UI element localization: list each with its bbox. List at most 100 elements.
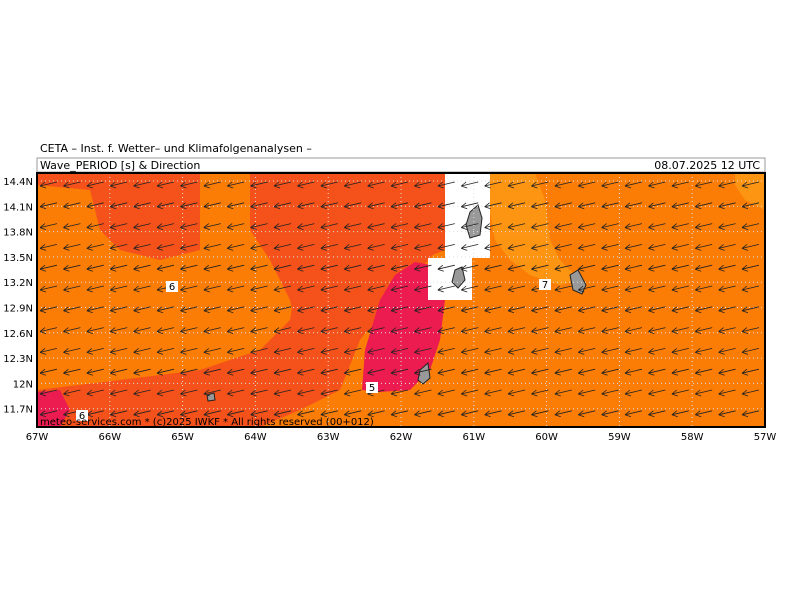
arrow — [741, 327, 760, 334]
arrow — [203, 223, 221, 230]
arrow — [648, 306, 666, 314]
arrow — [297, 223, 315, 230]
arrow — [694, 244, 713, 251]
arrow — [694, 285, 713, 293]
arrow — [203, 285, 221, 293]
arrow — [577, 389, 596, 397]
arrow — [39, 410, 58, 418]
arrow — [367, 264, 385, 272]
arrow — [367, 223, 385, 230]
arrow — [531, 348, 549, 355]
arrow — [156, 244, 175, 251]
arrow — [250, 327, 268, 334]
arrow — [226, 285, 245, 293]
arrow — [577, 410, 596, 418]
arrow — [180, 181, 198, 189]
map-area: 6 7 5 6 meteo-services.com * (c)2025 IWK… — [36, 172, 766, 428]
arrow — [460, 285, 479, 293]
arrow — [63, 244, 81, 251]
arrow — [367, 285, 385, 293]
arrow — [648, 327, 666, 334]
arrow — [554, 285, 572, 293]
arrow — [577, 181, 596, 189]
arrow — [297, 306, 315, 314]
arrow — [390, 327, 409, 334]
lat-label: 14.1N — [3, 202, 33, 213]
arrow — [180, 202, 198, 210]
arrow — [601, 306, 619, 314]
arrow — [367, 202, 385, 210]
arrow — [390, 264, 409, 272]
arrow — [109, 285, 128, 293]
arrow — [156, 368, 175, 376]
arrow — [156, 223, 175, 230]
arrow — [343, 368, 362, 376]
arrow — [343, 181, 362, 189]
arrow — [273, 389, 292, 397]
arrow — [531, 223, 549, 230]
arrow — [367, 368, 385, 376]
arrow — [507, 368, 526, 376]
arrow — [109, 327, 128, 334]
contour-label: 7 — [542, 280, 548, 291]
arrow — [437, 327, 455, 334]
arrow — [390, 410, 409, 418]
arrow — [367, 410, 385, 418]
arrow — [203, 410, 221, 418]
arrow — [297, 181, 315, 189]
arrow — [367, 181, 385, 189]
arrow — [624, 306, 643, 314]
arrow — [320, 244, 338, 251]
lat-label: 12.9N — [3, 304, 33, 315]
arrow — [203, 348, 221, 355]
arrow — [414, 389, 432, 397]
arrow — [320, 223, 338, 230]
direction-arrows — [39, 181, 760, 418]
arrow — [343, 244, 362, 251]
arrow — [577, 306, 596, 314]
arrow — [460, 244, 479, 251]
arrow — [671, 244, 689, 251]
arrow — [531, 389, 549, 397]
arrow — [273, 264, 292, 272]
arrow — [297, 348, 315, 355]
arrow — [109, 306, 128, 314]
arrow — [86, 264, 104, 272]
arrow — [226, 410, 245, 418]
arrow — [741, 264, 760, 272]
arrow — [156, 348, 175, 355]
arrow — [133, 181, 151, 189]
lon-label: 67W — [26, 432, 49, 443]
arrow — [624, 285, 643, 293]
arrow — [63, 306, 81, 314]
arrow — [554, 244, 572, 251]
arrow — [437, 306, 455, 314]
arrow — [180, 348, 198, 355]
lat-label: 12.3N — [3, 354, 33, 365]
arrow — [484, 410, 502, 418]
field-region — [37, 173, 445, 427]
arrow — [63, 181, 81, 189]
arrow — [718, 223, 736, 230]
arrow — [507, 389, 526, 397]
arrow — [648, 368, 666, 376]
arrow — [226, 181, 245, 189]
arrow — [507, 181, 526, 189]
arrow — [156, 410, 175, 418]
arrow — [343, 389, 362, 397]
arrow — [390, 306, 409, 314]
arrow — [250, 285, 268, 293]
arrow — [601, 389, 619, 397]
contour-label-box — [366, 382, 378, 393]
arrow — [203, 244, 221, 251]
arrow — [133, 389, 151, 397]
arrow — [671, 368, 689, 376]
arrow — [531, 264, 549, 272]
arrow — [86, 223, 104, 230]
arrow — [484, 223, 502, 230]
arrow — [601, 410, 619, 418]
arrow — [273, 348, 292, 355]
arrow — [718, 306, 736, 314]
